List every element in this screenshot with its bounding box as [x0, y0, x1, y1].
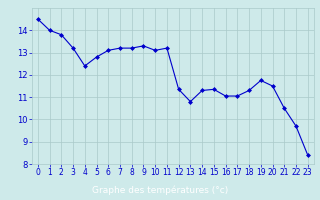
- Text: Graphe des températures (°c): Graphe des températures (°c): [92, 185, 228, 195]
